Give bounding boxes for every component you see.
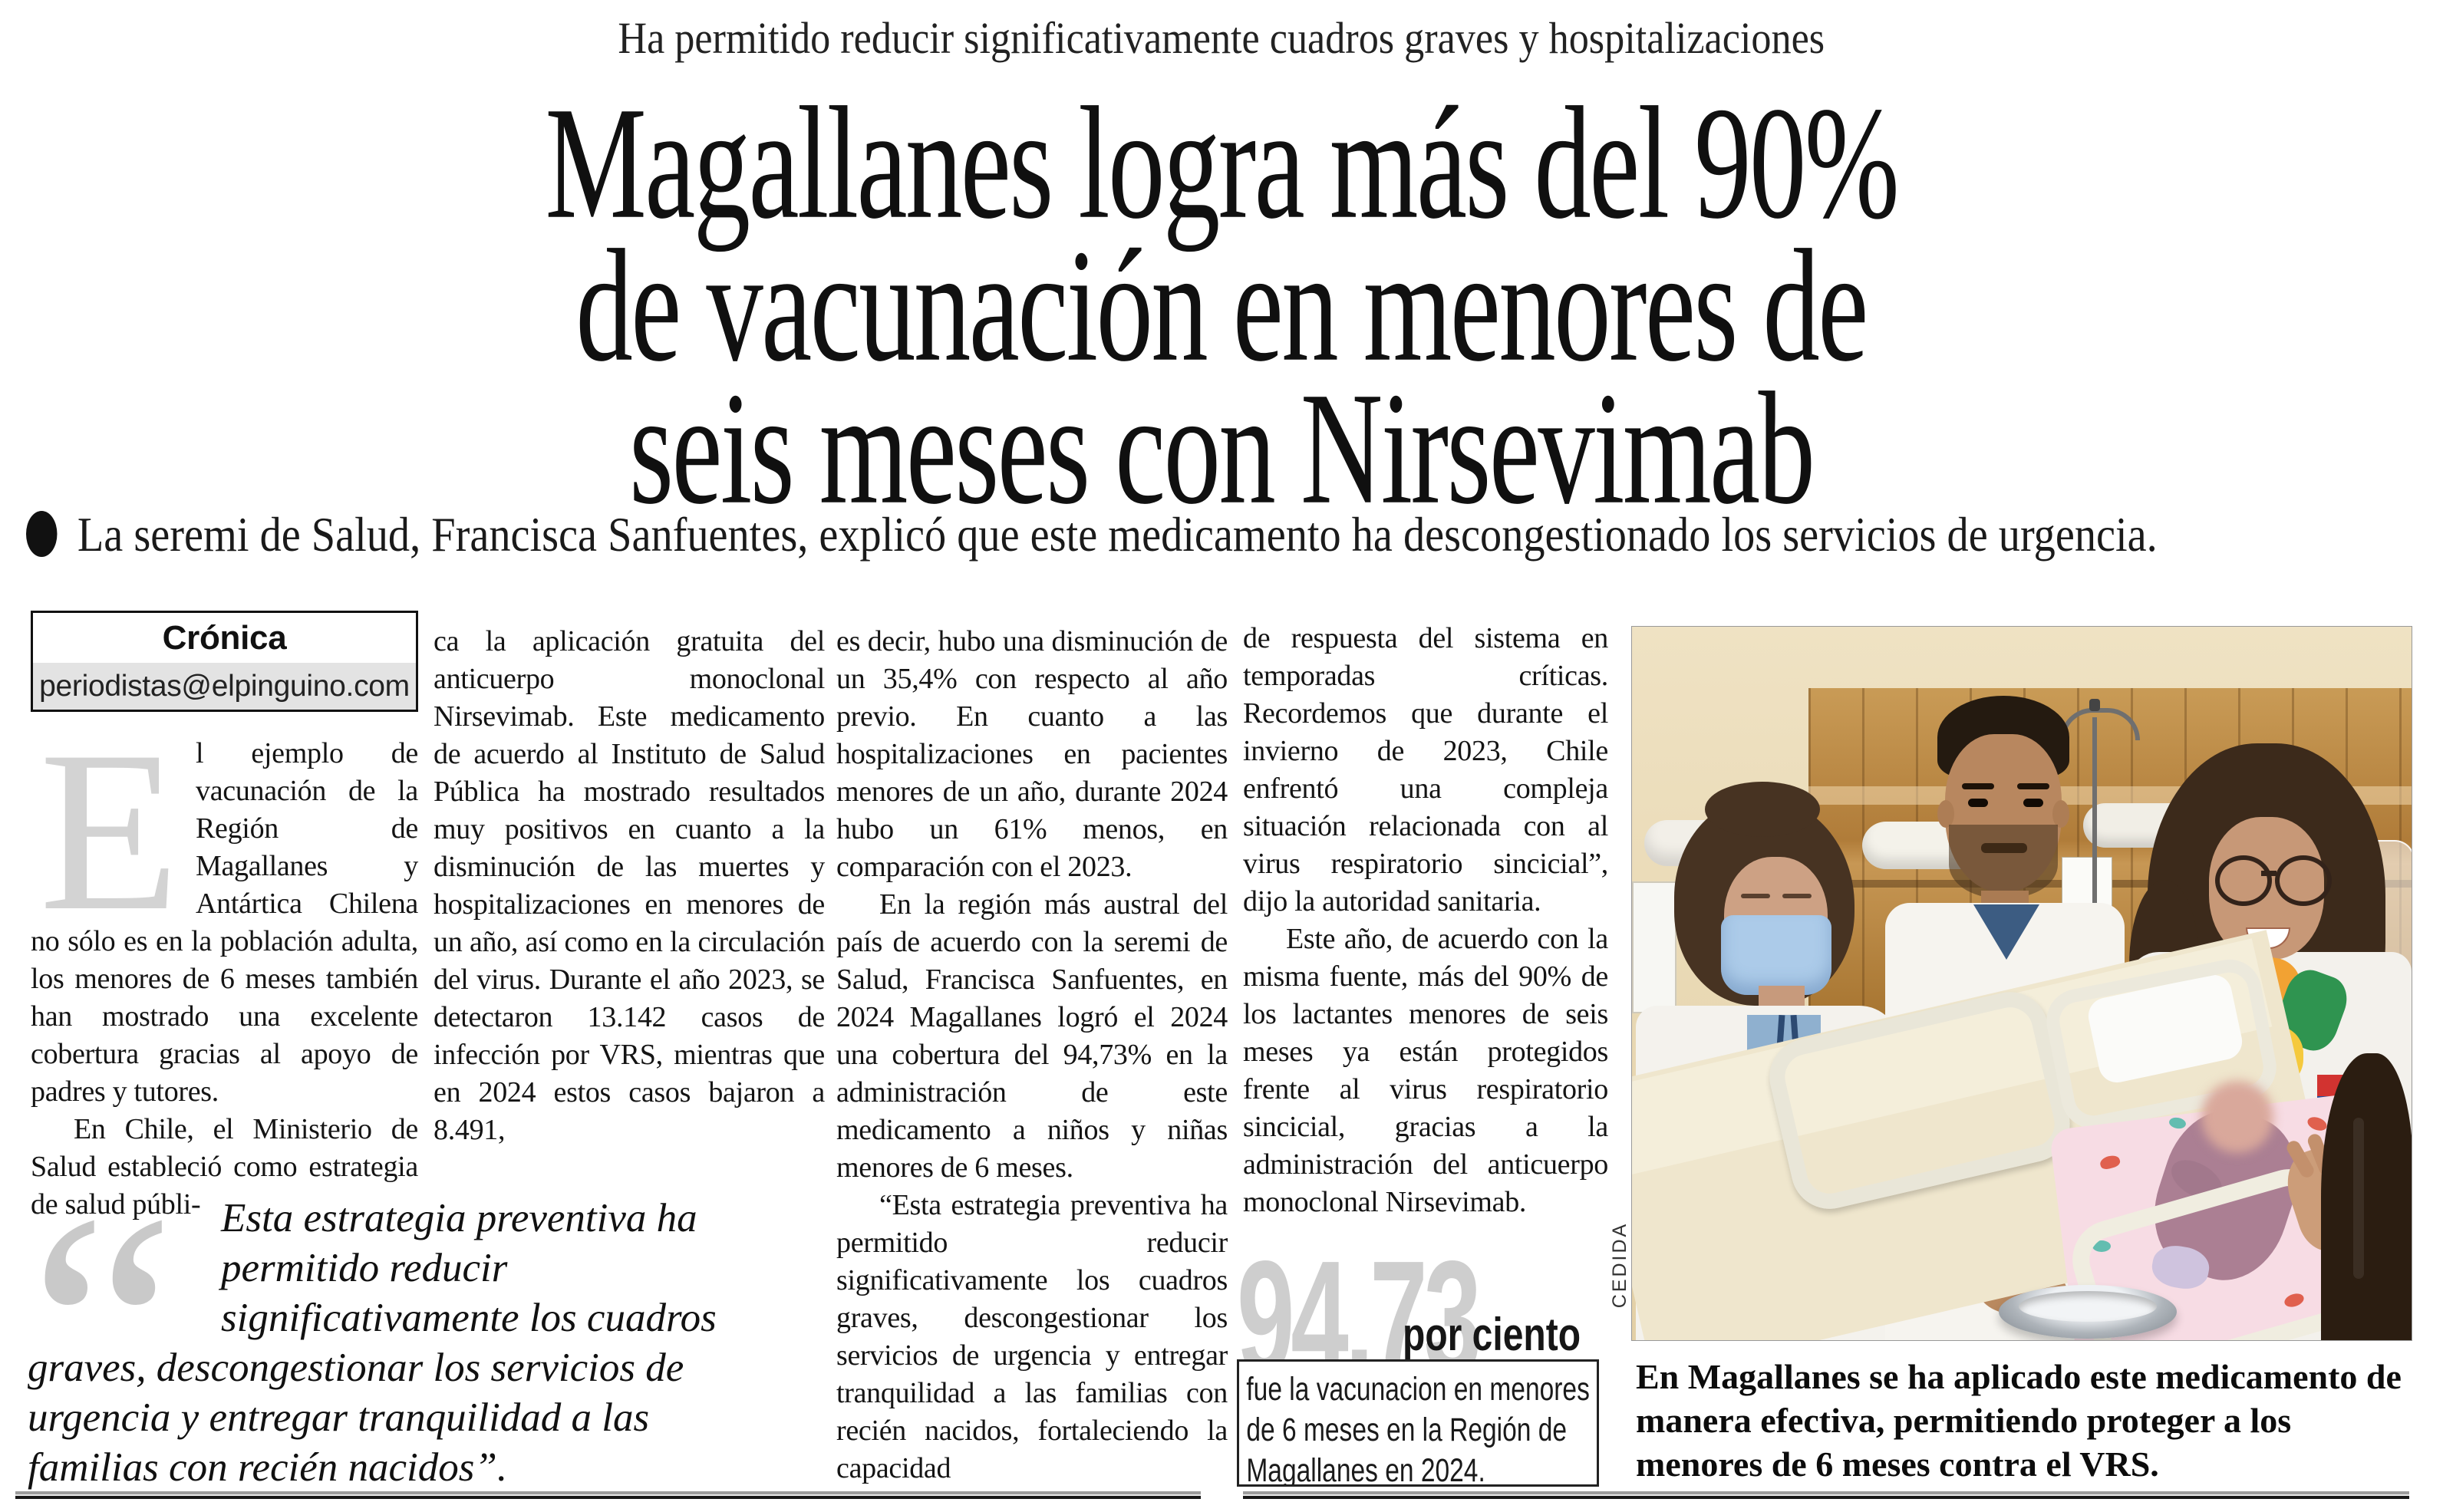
paragraph: de respuesta del sistema en temporadas c… (1243, 622, 1608, 917)
paragraph: Este año, de acuerdo con la misma fuente… (1243, 923, 1608, 1218)
iv-pole-knob (2089, 699, 2100, 711)
bottom-rule-left (15, 1491, 1201, 1499)
stat-unit: por ciento (1403, 1309, 1581, 1360)
glasses-lens (2275, 855, 2332, 906)
doctor-center-ear (2052, 800, 2069, 828)
doctor-left-eyebrow (1741, 894, 1770, 898)
doctor-left-eyebrow (1782, 894, 1812, 898)
body-column-3: es decir, hubo una disminución de un 35,… (836, 623, 1228, 1487)
body-column-4: de respuesta del sistema en temporadas c… (1243, 620, 1608, 1221)
body-column-2: ca la aplicación gratuita del anticuerpo… (434, 623, 825, 1149)
photo-credit: CEDIDA (1609, 1221, 1630, 1309)
bottom-rule-right (1243, 1491, 2409, 1499)
bystander-braid (2353, 1118, 2364, 1279)
steel-bowl-rim (2019, 1291, 2157, 1322)
stat-caption: fue la vacunacion en menores de 6 meses … (1246, 1371, 1590, 1487)
face-mask (1721, 915, 1831, 995)
wall-sign (1632, 881, 1676, 1013)
paragraph: es decir, hubo una disminución de un 35,… (836, 625, 1228, 883)
lead: La seremi de Salud, Francisca Sanfuentes… (26, 506, 2443, 563)
bystander-hair (2321, 1053, 2412, 1340)
paragraph: En la región más austral del país de acu… (836, 888, 1228, 1184)
doctor-center-eye (2023, 799, 2043, 807)
kicker: Ha permitido reducir significativamente … (0, 12, 2443, 64)
doctor-center-eyebrow (1962, 783, 1994, 789)
paragraph: En Chile, el Ministerio de Salud estable… (31, 1113, 418, 1220)
pull-quote: “ Esta estrategia preventiva ha permitid… (28, 1164, 787, 1494)
doctor-left-hair-top (1705, 782, 1820, 837)
glasses-bridge (2261, 871, 2277, 876)
baby-face (2201, 1081, 2273, 1153)
drop-cap: E (39, 703, 180, 958)
section-email: periodistas@elpinguino.com (33, 661, 416, 710)
blanket-whale-print (2092, 1240, 2111, 1252)
glasses-lens (2215, 855, 2272, 906)
doctor-center-beard (1949, 825, 2058, 898)
section-box: Crónica periodistas@elpinguino.com (31, 611, 418, 712)
doctor-center-mustache (1981, 843, 2027, 853)
stat-caption-box: fue la vacunacion en menores de 6 meses … (1237, 1359, 1599, 1487)
paragraph: “Esta estrategia preventiva ha permitido… (836, 1189, 1228, 1484)
photo-caption: En Magallanes se ha aplicado este medica… (1636, 1357, 2402, 1484)
doctor-center-eyebrow (2017, 783, 2049, 789)
lead-text: La seremi de Salud, Francisca Sanfuentes… (77, 507, 2158, 562)
iv-pole (2092, 717, 2097, 947)
headline-line-2: de vacunación en menores de (575, 216, 1869, 395)
pull-quote-text: Esta estrategia preventiva ha permitido … (28, 1196, 717, 1490)
kicker-text: Ha permitido reducir significativamente … (618, 13, 1825, 63)
quote-mark-icon: “ (29, 1147, 176, 1512)
article-photo (1631, 626, 2412, 1341)
doctor-center-ear (1937, 800, 1954, 828)
headline-line-1: Magallanes logra más del 90% (545, 73, 1900, 252)
paragraph: ca la aplicación gratuita del anticuerpo… (434, 625, 825, 1146)
headline-line-3: seis meses con Nirsevimab (629, 358, 1815, 538)
doctor-center-eye (1968, 799, 1988, 807)
lead-bullet-icon (26, 511, 58, 557)
section-title: Crónica (162, 619, 287, 657)
